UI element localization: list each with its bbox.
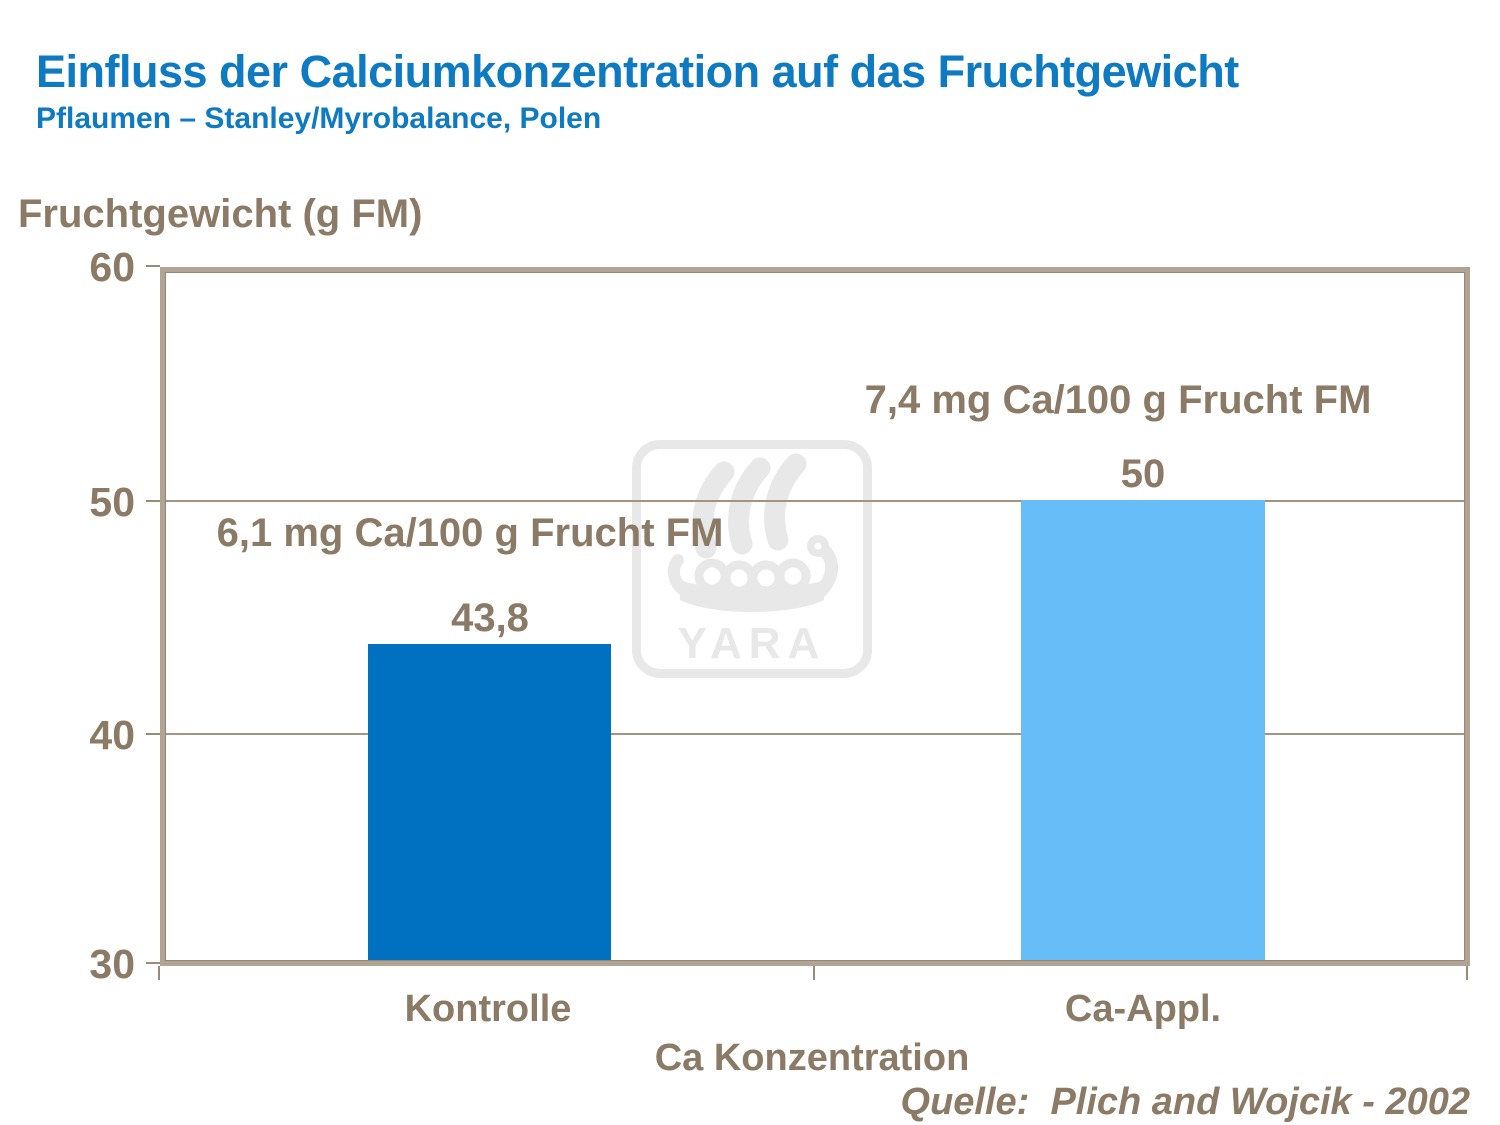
gridline-40 [160,733,1470,735]
slide-subtitle: Pflaumen – Stanley/Myrobalance, Polen [36,102,602,135]
value-label-kontrolle: 43,8 [451,596,529,640]
x-axis-title: Ca Konzentration [654,1037,970,1079]
bar-kontrolle [368,644,611,966]
x-tick-middle [813,966,815,980]
x-tick-right [1466,966,1468,980]
y-tick-60 [146,265,160,267]
viking-ship-icon: YARA [667,453,838,668]
annotation-ca-appl: 7,4 mg Ca/100 g Frucht FM [864,378,1372,422]
y-tick-label-40: 40 [89,712,135,758]
bar-ca-appl [1021,500,1265,966]
y-tick-50 [146,500,160,502]
y-tick-40 [146,733,160,735]
value-label-ca-appl: 50 [1120,452,1166,496]
y-tick-label-60: 60 [89,244,135,290]
y-axis-title: Fruchtgewicht (g FM) [18,192,423,236]
source-citation: Quelle: Plich and Wojcik - 2002 [900,1081,1470,1123]
yara-wordmark: YARA [678,619,827,668]
x-tick-left [158,966,160,980]
y-tick-label-50: 50 [89,479,135,525]
annotation-kontrolle: 6,1 mg Ca/100 g Frucht FM [216,511,724,555]
slide-title: Einfluss der Calciumkonzentration auf da… [36,46,1239,97]
yara-logo-watermark: YARA [632,440,872,678]
plot-area [160,267,1470,966]
y-tick-label-30: 30 [89,941,135,987]
yara-logo-frame [632,440,872,678]
category-label-ca-appl: Ca-Appl. [1064,988,1222,1030]
category-label-kontrolle: Kontrolle [404,988,572,1030]
gridline-50 [160,500,1470,502]
y-tick-30 [146,962,160,964]
